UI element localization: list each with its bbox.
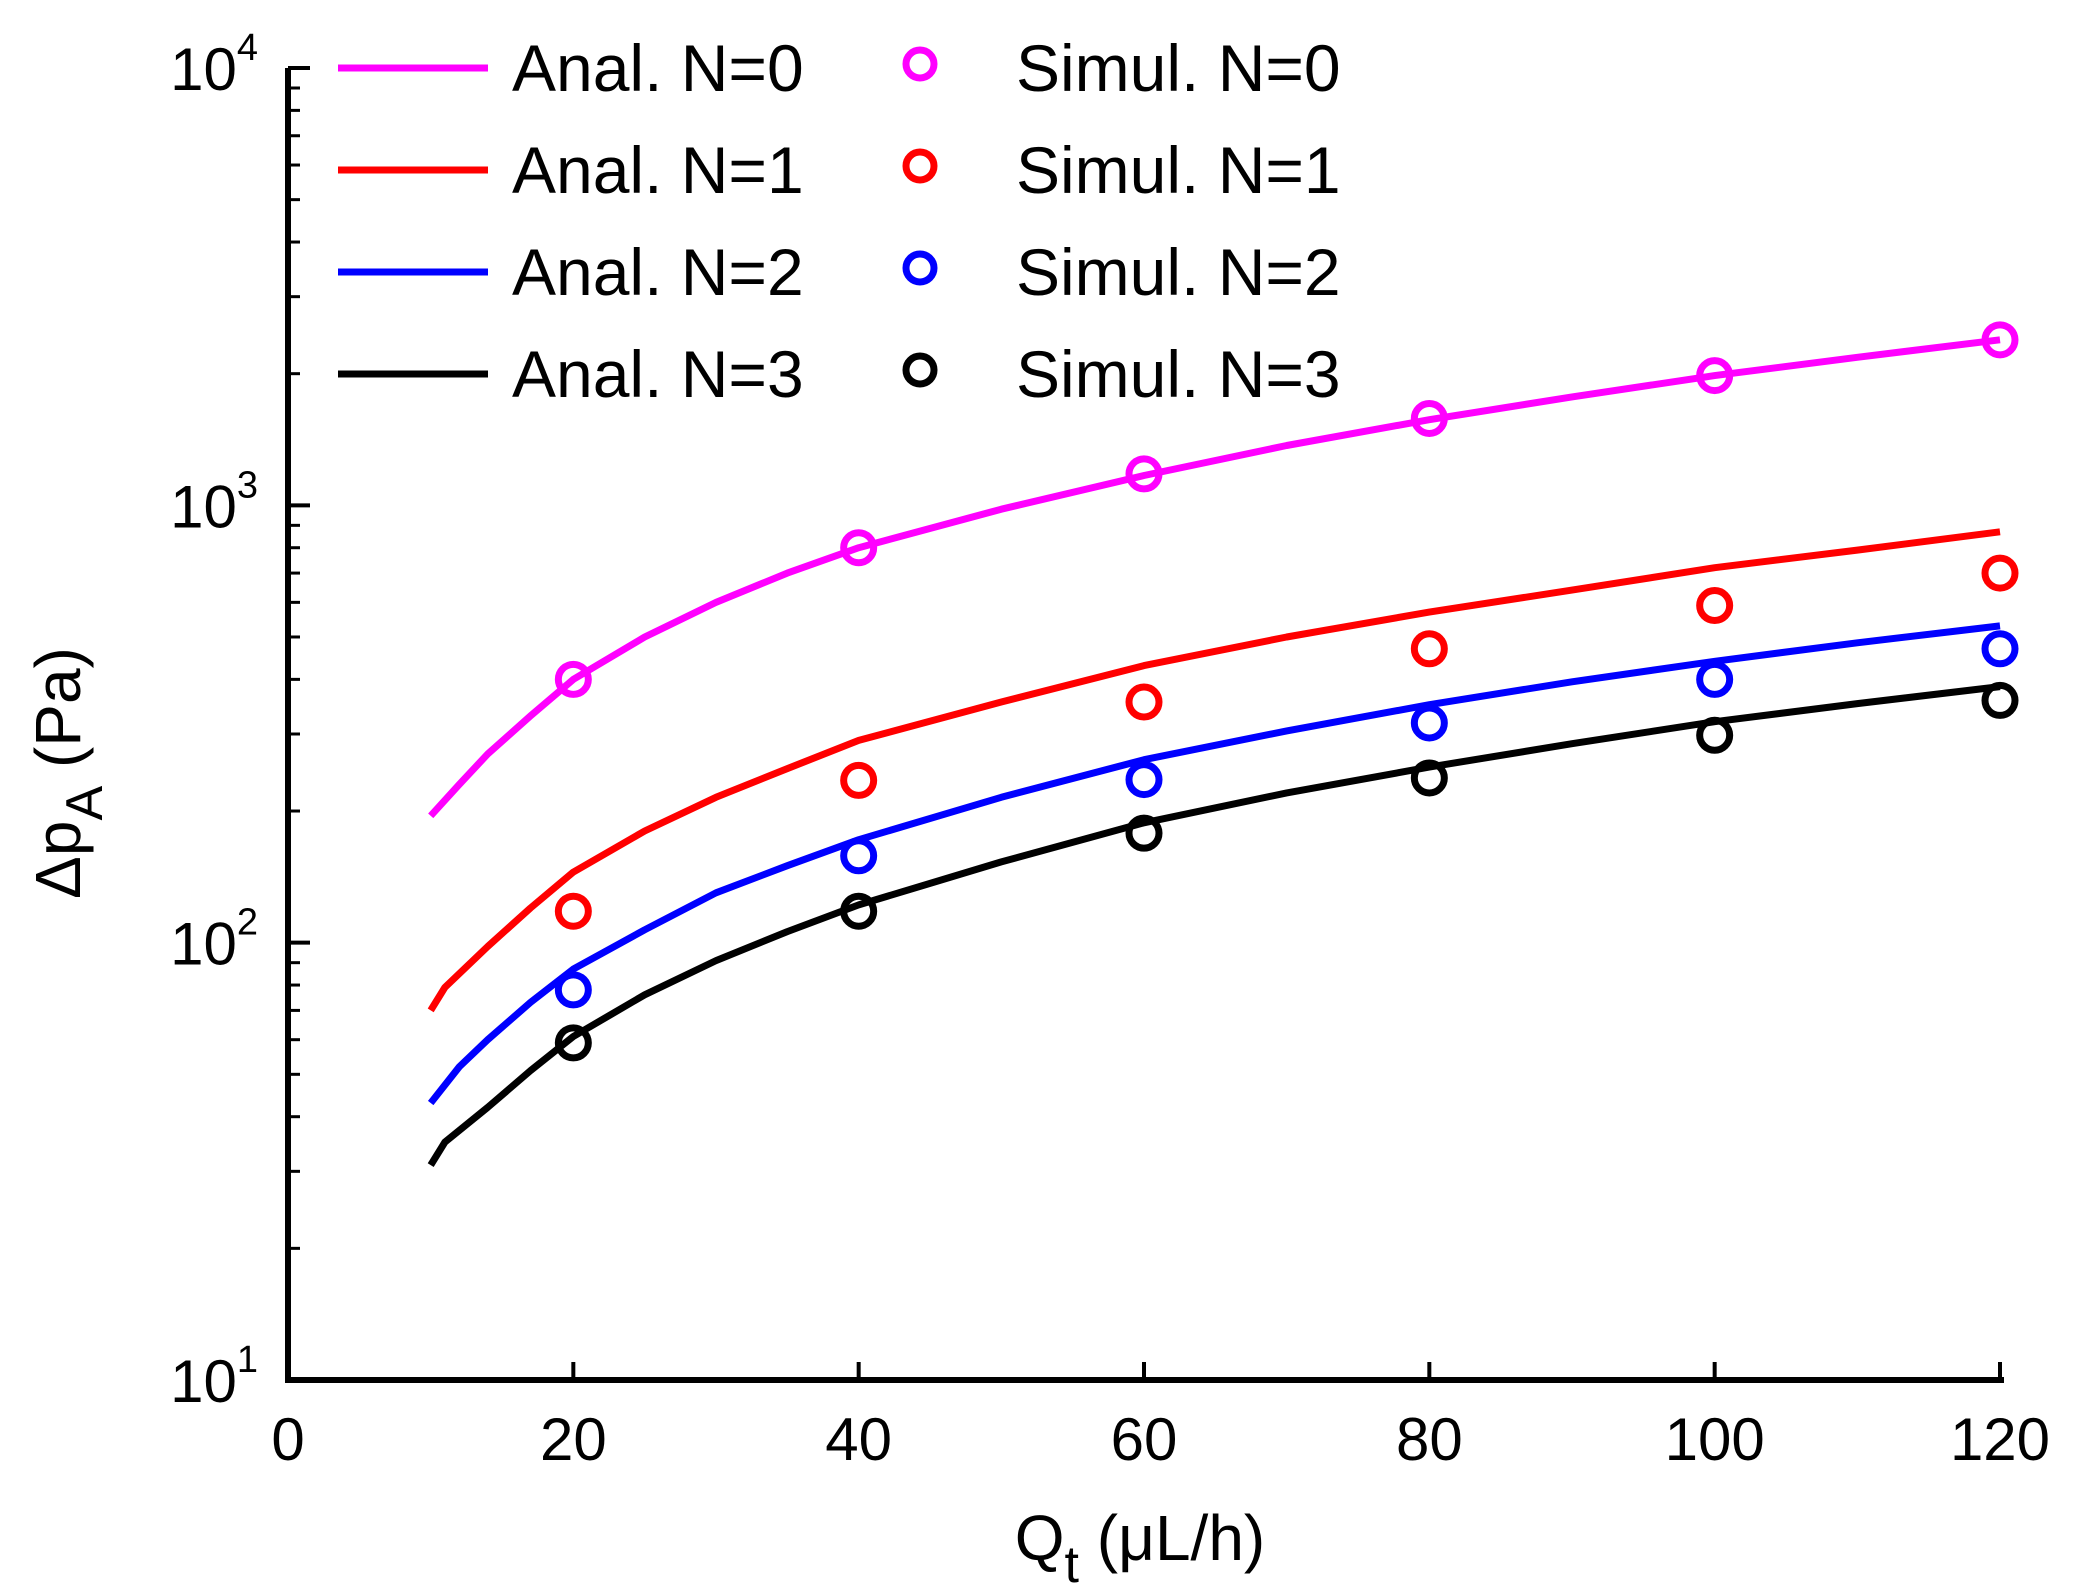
y-tick-label: 104 (170, 27, 258, 103)
x-axis-label: Qt (μL/h) (1015, 1502, 1265, 1594)
legend-label: Anal. N=2 (512, 235, 804, 309)
y-tick-exponent: 4 (237, 27, 258, 69)
data-point (1696, 660, 1734, 698)
legend-marker-swatch (902, 46, 938, 82)
data-point (1696, 587, 1734, 625)
y-tick-base: 10 (170, 1348, 237, 1415)
x-tick-label: 80 (1396, 1406, 1463, 1473)
legend-marker-swatch (902, 250, 938, 286)
data-point (1981, 321, 2019, 359)
series-line (428, 336, 2001, 819)
data-point (1125, 814, 1163, 852)
data-point (554, 660, 592, 698)
x-tick-label: 120 (1950, 1406, 2050, 1473)
y-tick-base: 10 (170, 36, 237, 103)
data-point (840, 837, 878, 875)
x-tick-label: 60 (1111, 1406, 1178, 1473)
legend-label: Simul. N=1 (1016, 133, 1341, 207)
legend-label: Simul. N=2 (1016, 235, 1341, 309)
x-axis-label-sub: t (1065, 1536, 1080, 1594)
y-tick-exponent: 3 (237, 464, 258, 506)
data-point (554, 971, 592, 1009)
legend-marker-swatch (902, 148, 938, 184)
data-point (1125, 683, 1163, 721)
x-tick-label: 0 (271, 1406, 304, 1473)
data-point (1981, 681, 2019, 719)
legend-label: Anal. N=1 (512, 133, 804, 207)
data-point (1410, 704, 1448, 742)
data-point (840, 892, 878, 930)
data-point (1125, 455, 1163, 493)
data-point (1410, 759, 1448, 797)
y-axis-label-sub: A (56, 786, 114, 821)
legend-label: Anal. N=0 (512, 31, 804, 105)
y-axis-label: ΔpA (Pa) (22, 647, 114, 899)
legend-label: Anal. N=3 (512, 337, 804, 411)
data-point (1981, 554, 2019, 592)
data-point (840, 761, 878, 799)
series-line (427, 622, 2001, 1106)
y-axis-label-rest: (Pa) (22, 647, 94, 786)
y-tick-label: 103 (170, 464, 258, 540)
y-tick-label: 102 (170, 902, 258, 978)
x-tick-label: 40 (825, 1406, 892, 1473)
legend: Anal. N=0 Anal. N=1 Anal. N=2 Anal. N=3 Simu… (338, 31, 1341, 411)
y-tick-exponent: 2 (237, 902, 258, 944)
legend-label: Simul. N=0 (1016, 31, 1341, 105)
x-tick-label: 20 (540, 1406, 607, 1473)
series-layer (427, 321, 2019, 1167)
y-axis-label-main: Δp (22, 821, 94, 899)
data-point (1410, 630, 1448, 668)
data-point (554, 892, 592, 930)
legend-marker-swatch (902, 352, 938, 388)
data-point (1696, 716, 1734, 754)
x-axis-label-rest: (μL/h) (1079, 1502, 1265, 1574)
y-tick-label: 101 (170, 1339, 258, 1415)
data-point (1410, 399, 1448, 437)
data-point (554, 1024, 592, 1062)
y-tick-exponent: 1 (237, 1339, 258, 1381)
series-line (427, 683, 2001, 1167)
series-line (427, 528, 2001, 1013)
data-point (1125, 761, 1163, 799)
x-axis-label-main: Q (1015, 1502, 1065, 1574)
data-point (840, 529, 878, 567)
y-tick-base: 10 (170, 911, 237, 978)
x-tick-label: 100 (1665, 1406, 1765, 1473)
y-tick-base: 10 (170, 473, 237, 540)
data-point (1696, 357, 1734, 395)
legend-label: Simul. N=3 (1016, 337, 1341, 411)
data-point (1981, 630, 2019, 668)
